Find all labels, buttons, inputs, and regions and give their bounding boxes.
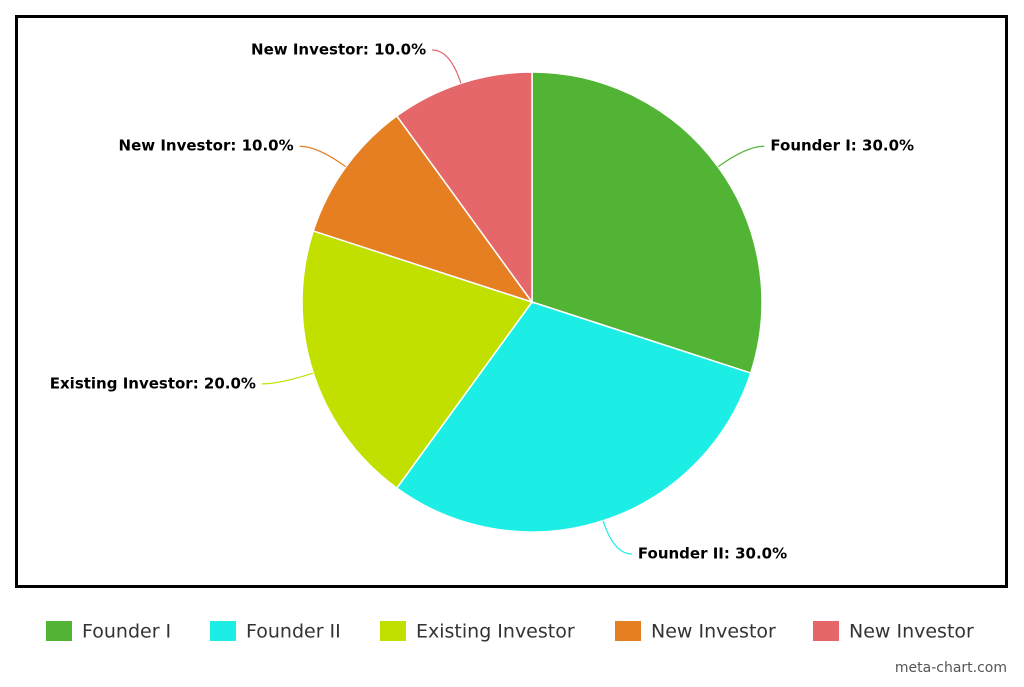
- label-connector: [261, 372, 314, 385]
- legend-label: New Investor: [651, 621, 776, 643]
- credit: meta-chart.com: [895, 660, 1007, 676]
- pie-slice: [531, 71, 763, 375]
- pie-slice: [301, 229, 534, 490]
- legend-swatch: [46, 621, 72, 641]
- data-label: New Investor: 10.0%: [251, 40, 426, 58]
- pie-slice: [395, 301, 752, 533]
- legend-label: Founder II: [246, 621, 341, 643]
- legend-label: New Investor: [849, 621, 974, 643]
- legend-label: Existing Investor: [416, 621, 575, 643]
- label-connector: [602, 520, 632, 555]
- legend-swatch: [813, 621, 839, 641]
- data-label: Founder II: 30.0%: [638, 545, 787, 563]
- label-connector: [432, 49, 462, 84]
- label-connector: [299, 145, 347, 168]
- legend-swatch: [210, 621, 236, 641]
- data-label: Existing Investor: 20.0%: [50, 374, 256, 392]
- legend-label: Founder I: [82, 621, 171, 643]
- legend-swatch: [615, 621, 641, 641]
- label-connector: [717, 145, 765, 168]
- legend-swatch: [380, 621, 406, 641]
- data-label: New Investor: 10.0%: [119, 137, 294, 155]
- data-label: Founder I: 30.0%: [770, 137, 914, 155]
